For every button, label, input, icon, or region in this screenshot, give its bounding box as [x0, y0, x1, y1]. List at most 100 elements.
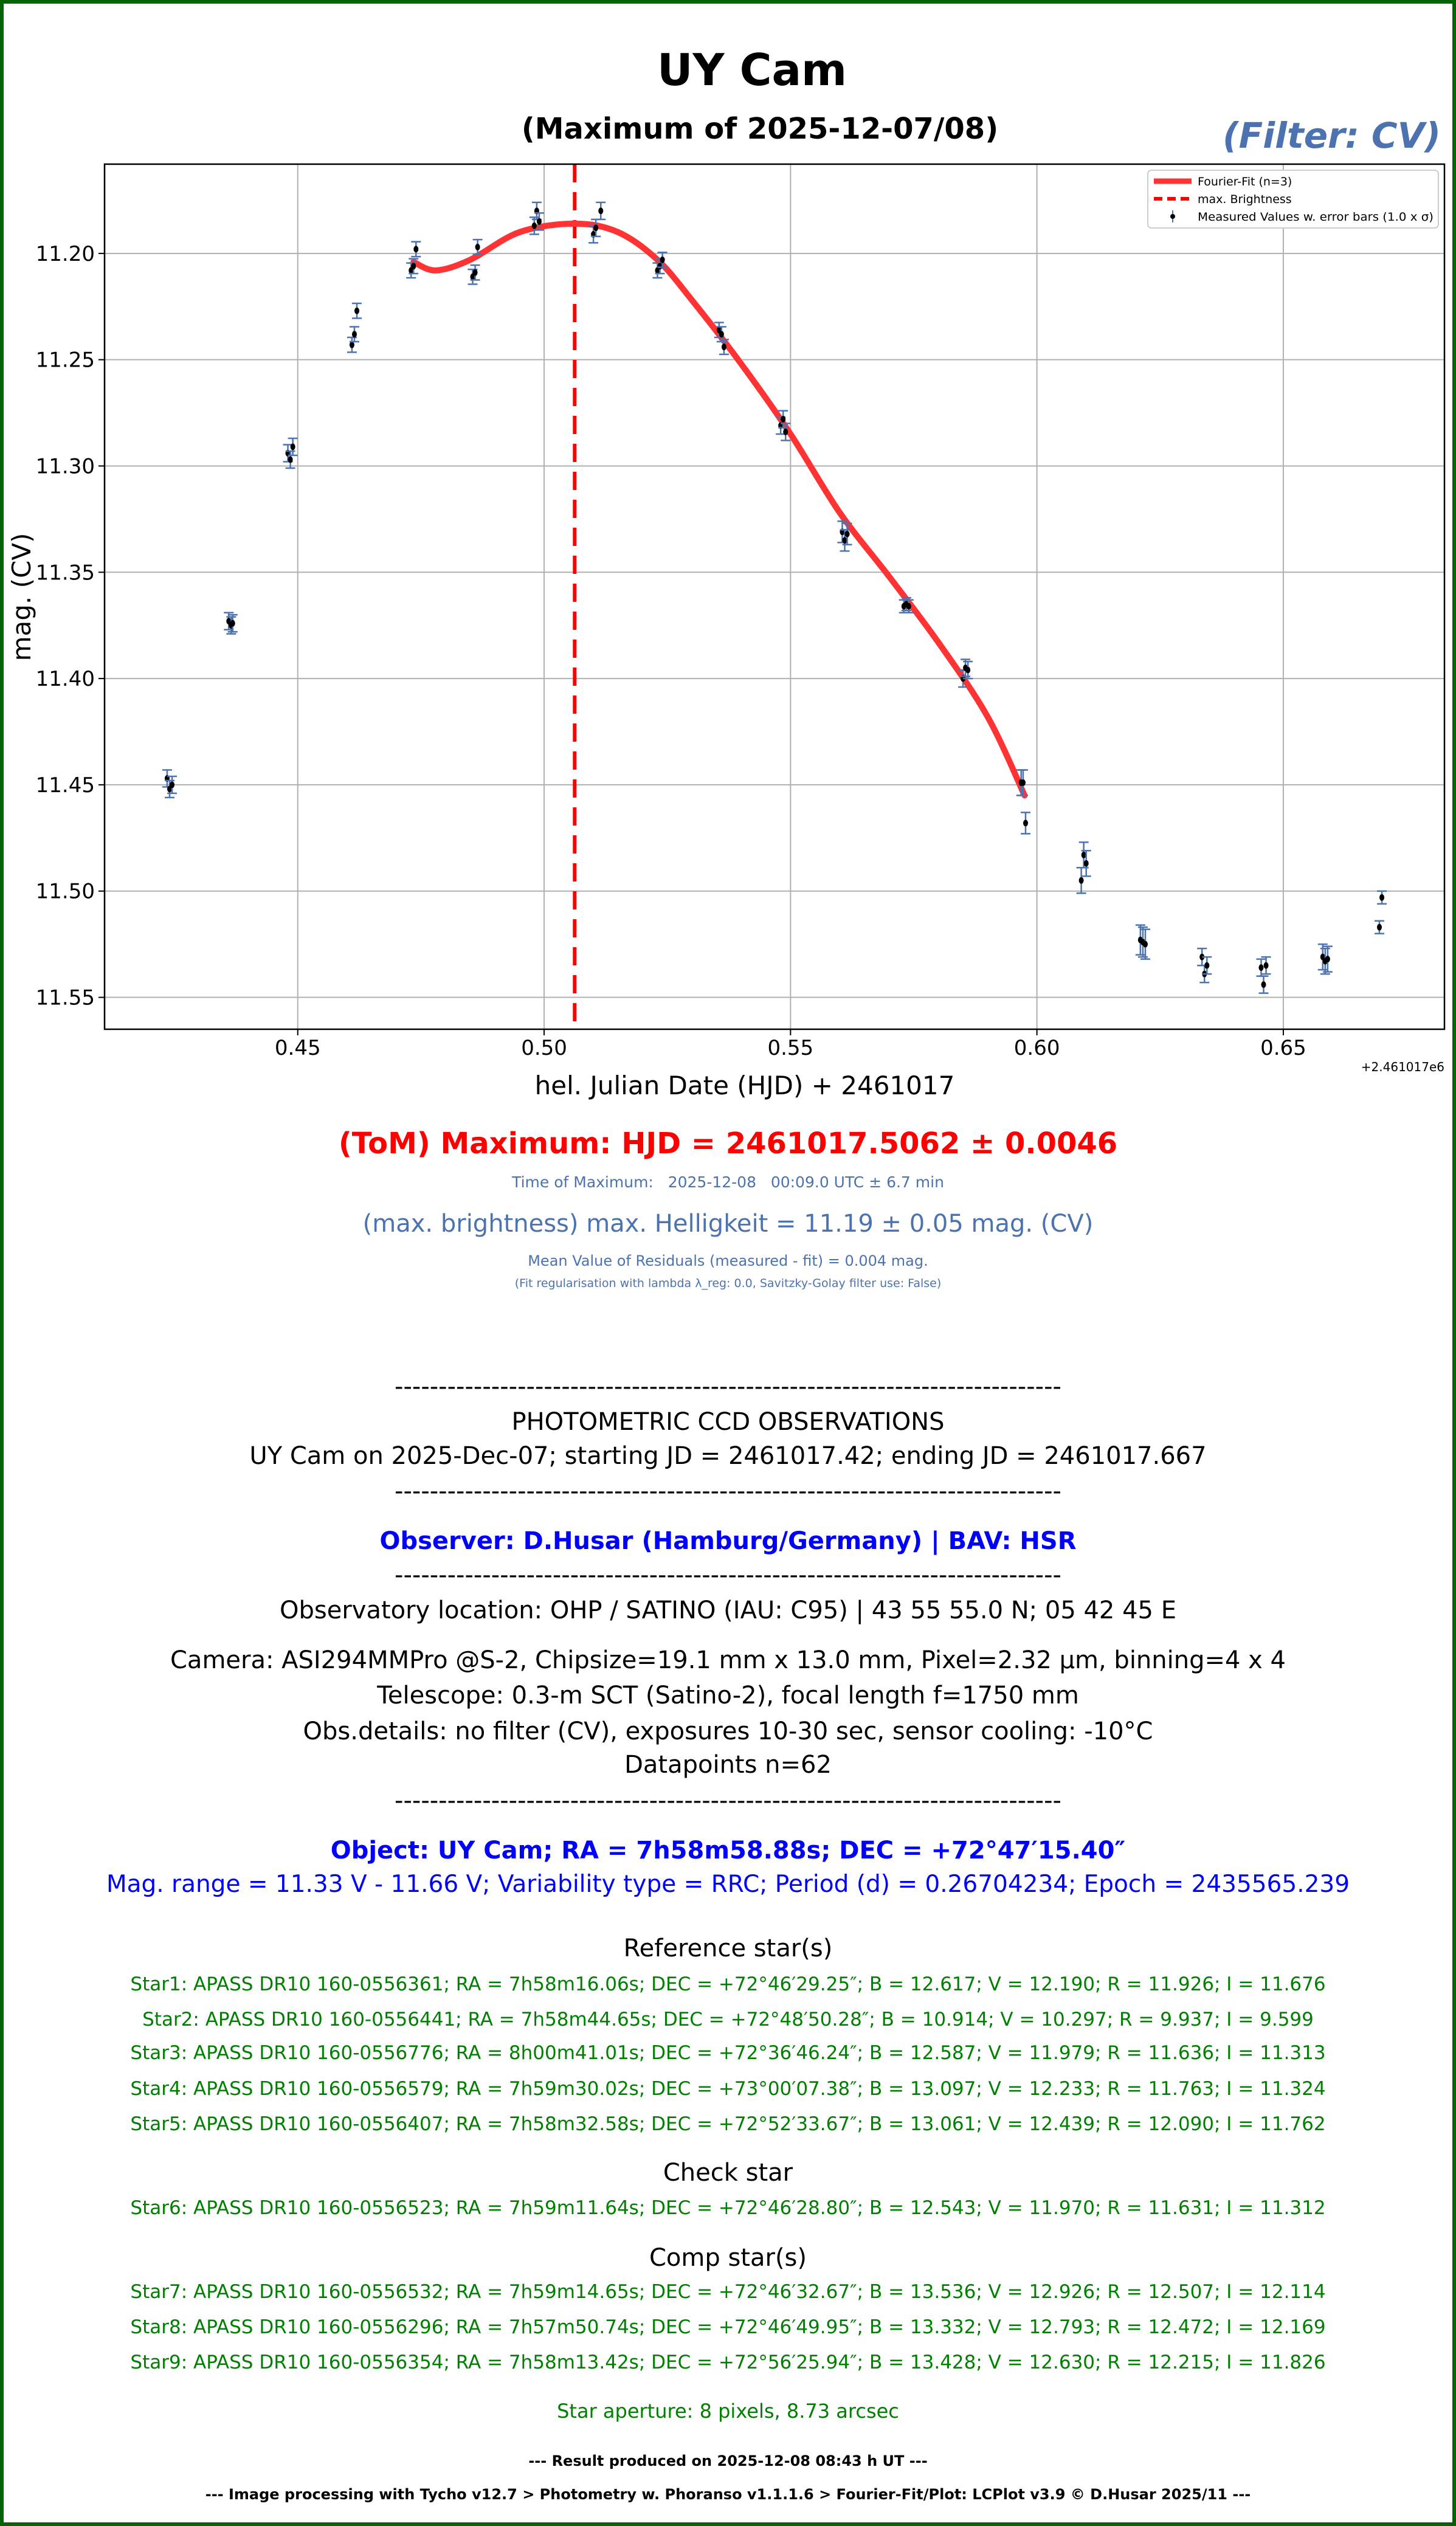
- data-point: [288, 437, 298, 457]
- reference-star: Star4: APASS DR10 160-0556579; RA = 7h59…: [130, 2078, 1326, 2100]
- point-marker: [1379, 894, 1385, 901]
- data-point: [963, 660, 973, 680]
- x-tick-label: 0.60: [1014, 1036, 1060, 1060]
- point-marker: [721, 343, 726, 351]
- data-point: [1258, 975, 1269, 994]
- data-point: [1020, 812, 1030, 835]
- point-marker: [1258, 964, 1264, 971]
- legend-points-label: Measured Values w. error bars (1.0 x σ): [1198, 210, 1434, 224]
- axis-ticks: 0.45 0.50 0.55 0.60 0.65 11.20 11.25 11.30 11.35…: [36, 242, 1306, 1060]
- data-point: [1081, 850, 1091, 877]
- observatory-location: Observatory location: OHP / SATINO (IAU:…: [280, 1596, 1176, 1624]
- light-curve-chart: UY Cam (Maximum of 2025-12-07/08) (Filte…: [7, 44, 1446, 1100]
- x-tick-label: 0.65: [1260, 1036, 1306, 1060]
- data-point: [781, 423, 791, 441]
- data-point: [778, 410, 788, 429]
- data-point: [1377, 890, 1387, 905]
- point-marker: [1199, 953, 1205, 961]
- legend-max-label: max. Brightness: [1198, 193, 1292, 206]
- measured-points: [162, 201, 1387, 994]
- comp-star: Star9: APASS DR10 160-0556354; RA = 7h58…: [130, 2352, 1326, 2373]
- data-point: [596, 201, 606, 221]
- y-tick-label: 11.40: [36, 667, 95, 691]
- point-marker: [475, 243, 480, 250]
- x-tick-label: 0.45: [275, 1036, 321, 1060]
- data-point: [534, 212, 544, 231]
- point-marker: [719, 331, 724, 338]
- data-point: [1202, 956, 1212, 975]
- point-marker: [965, 666, 971, 674]
- point-marker: [349, 341, 354, 348]
- datapoints: Datapoints n=62: [624, 1751, 832, 1779]
- point-marker: [411, 263, 416, 270]
- x-offset-label: +2.461017e6: [1361, 1060, 1444, 1074]
- point-marker: [531, 222, 537, 229]
- filter-label: (Filter: CV): [1223, 115, 1441, 156]
- point-marker: [906, 602, 911, 610]
- comp-heading: Comp star(s): [649, 2244, 807, 2272]
- data-point: [349, 326, 359, 343]
- check-star: Star6: APASS DR10 160-0556523; RA = 7h59…: [130, 2197, 1326, 2219]
- point-marker: [593, 224, 599, 232]
- y-axis-label: mag. (CV): [7, 533, 36, 661]
- fit-layer: [410, 164, 1028, 1029]
- point-marker: [1261, 981, 1266, 989]
- check-heading: Check star: [663, 2159, 793, 2187]
- data-point: [1135, 924, 1145, 956]
- legend-box: [1147, 170, 1439, 229]
- data-point: [1322, 945, 1333, 973]
- legend-fit-label: Fourier-Fit (n=3): [1198, 175, 1292, 188]
- separator: ----------------------------------------…: [395, 1787, 1061, 1815]
- reference-heading: Reference star(s): [623, 1934, 833, 1962]
- star-aperture: Star aperture: 8 pixels, 8.73 arcsec: [557, 2400, 899, 2423]
- y-tick-label: 11.35: [36, 561, 95, 585]
- point-marker: [536, 218, 542, 225]
- point-marker: [657, 263, 663, 270]
- y-tick-label: 11.50: [36, 880, 95, 904]
- obs-details: Obs.details: no filter (CV), exposures 1…: [303, 1717, 1153, 1745]
- comp-star: Star7: APASS DR10 160-0556532; RA = 7h59…: [130, 2281, 1326, 2303]
- grid: [105, 164, 1444, 1029]
- camera-info: Camera: ASI294MMPro @S-2, Chipsize=19.1 …: [170, 1646, 1286, 1674]
- y-tick-label: 11.45: [36, 773, 95, 798]
- mean-residuals: Mean Value of Residuals (measured - fit)…: [528, 1252, 928, 1269]
- data-point: [470, 264, 480, 281]
- data-point: [719, 339, 729, 356]
- reference-star: Star1: APASS DR10 160-0556361; RA = 7h58…: [130, 1973, 1326, 1995]
- point-marker: [230, 619, 235, 627]
- point-marker: [413, 246, 419, 253]
- processing-footer: --- Image processing with Tycho v12.7 > …: [205, 2486, 1251, 2503]
- point-marker: [354, 307, 360, 314]
- data-point: [842, 522, 852, 546]
- x-tick-label: 0.55: [767, 1036, 813, 1060]
- legend-point-swatch: [1170, 210, 1175, 223]
- point-marker: [1023, 820, 1028, 827]
- data-point: [227, 613, 238, 633]
- point-marker: [1078, 877, 1084, 884]
- y-tick-label: 11.25: [36, 348, 95, 373]
- point-marker: [290, 443, 295, 450]
- point-marker: [170, 781, 175, 789]
- data-point: [409, 258, 419, 275]
- data-point: [347, 336, 357, 353]
- data-point: [840, 529, 850, 552]
- point-marker: [1377, 923, 1382, 931]
- point-marker: [660, 256, 665, 263]
- data-point: [1018, 769, 1028, 796]
- data-point: [1078, 841, 1089, 869]
- fit-regularisation: (Fit regularisation with lambda λ_reg: 0…: [514, 1277, 942, 1290]
- separator: ----------------------------------------…: [395, 1561, 1061, 1589]
- point-marker: [1020, 779, 1026, 786]
- y-tick-label: 11.20: [36, 242, 95, 266]
- telescope-info: Telescope: 0.3-m SCT (Satino-2), focal l…: [377, 1682, 1079, 1710]
- data-point: [529, 216, 539, 235]
- data-point: [352, 302, 362, 319]
- fourier-fit-curve: [410, 220, 1028, 799]
- point-marker: [844, 530, 850, 537]
- mag-range: Mag. range = 11.33 V - 11.66 V; Variabil…: [106, 1871, 1350, 1898]
- point-marker: [781, 416, 786, 423]
- point-marker: [598, 207, 604, 215]
- comp-star: Star8: APASS DR10 160-0556296; RA = 7h57…: [130, 2316, 1326, 2338]
- time-of-maximum: Time of Maximum: 2025-12-08 00:09.0 UTC …: [512, 1173, 944, 1191]
- point-marker: [1325, 956, 1330, 963]
